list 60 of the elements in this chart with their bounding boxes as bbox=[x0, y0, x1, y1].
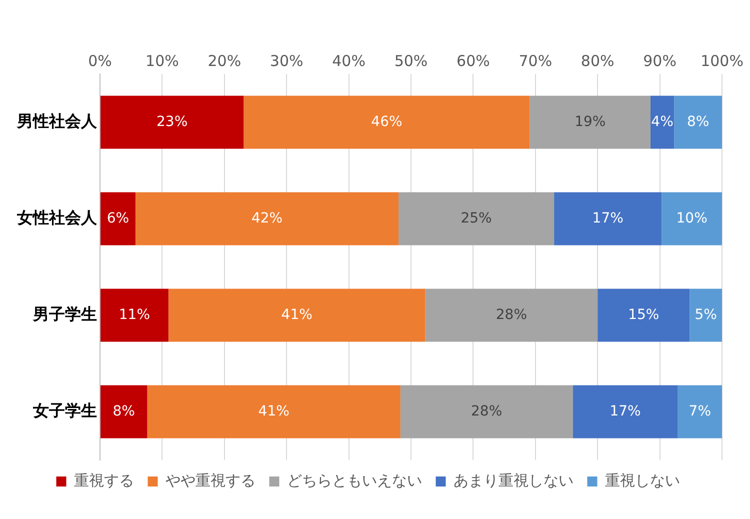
x-tick-label: 10% bbox=[146, 52, 179, 70]
bar bbox=[100, 288, 168, 342]
bar bbox=[690, 288, 722, 342]
bar bbox=[554, 192, 662, 246]
x-tick-label: 40% bbox=[332, 52, 366, 70]
bar bbox=[135, 192, 399, 246]
data-label: 46% bbox=[371, 114, 402, 130]
data-label: 17% bbox=[610, 403, 641, 420]
x-tick-label: 60% bbox=[456, 52, 490, 70]
bar bbox=[400, 385, 573, 438]
data-label: 15% bbox=[628, 306, 660, 323]
bar bbox=[530, 96, 650, 149]
bar bbox=[244, 96, 530, 149]
bar bbox=[678, 385, 722, 438]
bar bbox=[425, 288, 598, 342]
bar bbox=[662, 192, 722, 246]
data-label: 25% bbox=[460, 210, 492, 226]
data-label: 6% bbox=[106, 210, 130, 226]
bar bbox=[572, 385, 678, 438]
data-label: 41% bbox=[258, 403, 290, 420]
data-label: 4% bbox=[651, 114, 674, 130]
y-tick-label: 女性社会人 bbox=[16, 208, 98, 227]
bar bbox=[147, 385, 400, 438]
y-tick-label: 男性社会人 bbox=[16, 111, 98, 130]
data-label: 41% bbox=[281, 306, 312, 323]
data-label: 10% bbox=[676, 210, 708, 226]
bar bbox=[674, 96, 722, 149]
bar bbox=[100, 385, 148, 438]
bar bbox=[398, 192, 554, 246]
legend-label: 重視する bbox=[74, 471, 134, 490]
bar bbox=[100, 192, 136, 246]
legend-label: あまり重視しない bbox=[453, 471, 574, 490]
x-tick-label: 70% bbox=[518, 52, 552, 70]
x-tick-label: 30% bbox=[270, 52, 304, 70]
legend-label: 重視しない bbox=[604, 471, 680, 490]
legend-label: やや重視する bbox=[165, 471, 256, 490]
x-tick-label: 0% bbox=[88, 52, 112, 70]
x-tick-label: 80% bbox=[580, 52, 614, 70]
data-label: 11% bbox=[118, 306, 150, 323]
data-label: 19% bbox=[574, 114, 606, 130]
data-label: 28% bbox=[496, 306, 528, 323]
data-label: 8% bbox=[112, 403, 135, 420]
data-label: 5% bbox=[694, 306, 717, 323]
data-label: 23% bbox=[156, 114, 188, 130]
bar bbox=[650, 96, 674, 149]
y-tick-label: 男子学生 bbox=[32, 304, 97, 324]
bar bbox=[100, 96, 244, 149]
x-tick-label: 20% bbox=[208, 52, 242, 70]
x-tick-label: 100% bbox=[700, 52, 744, 70]
x-tick-label: 50% bbox=[394, 52, 428, 70]
data-label: 42% bbox=[251, 210, 283, 226]
bar bbox=[598, 288, 690, 342]
legend-label: どちらともいえない bbox=[286, 471, 422, 490]
x-tick-label: 90% bbox=[643, 52, 676, 70]
y-tick-label: 女子学生 bbox=[32, 400, 97, 420]
data-label: 7% bbox=[688, 403, 712, 420]
data-label: 28% bbox=[471, 403, 502, 420]
data-label: 8% bbox=[686, 114, 710, 130]
data-label: 17% bbox=[592, 210, 624, 226]
bar bbox=[168, 288, 426, 342]
